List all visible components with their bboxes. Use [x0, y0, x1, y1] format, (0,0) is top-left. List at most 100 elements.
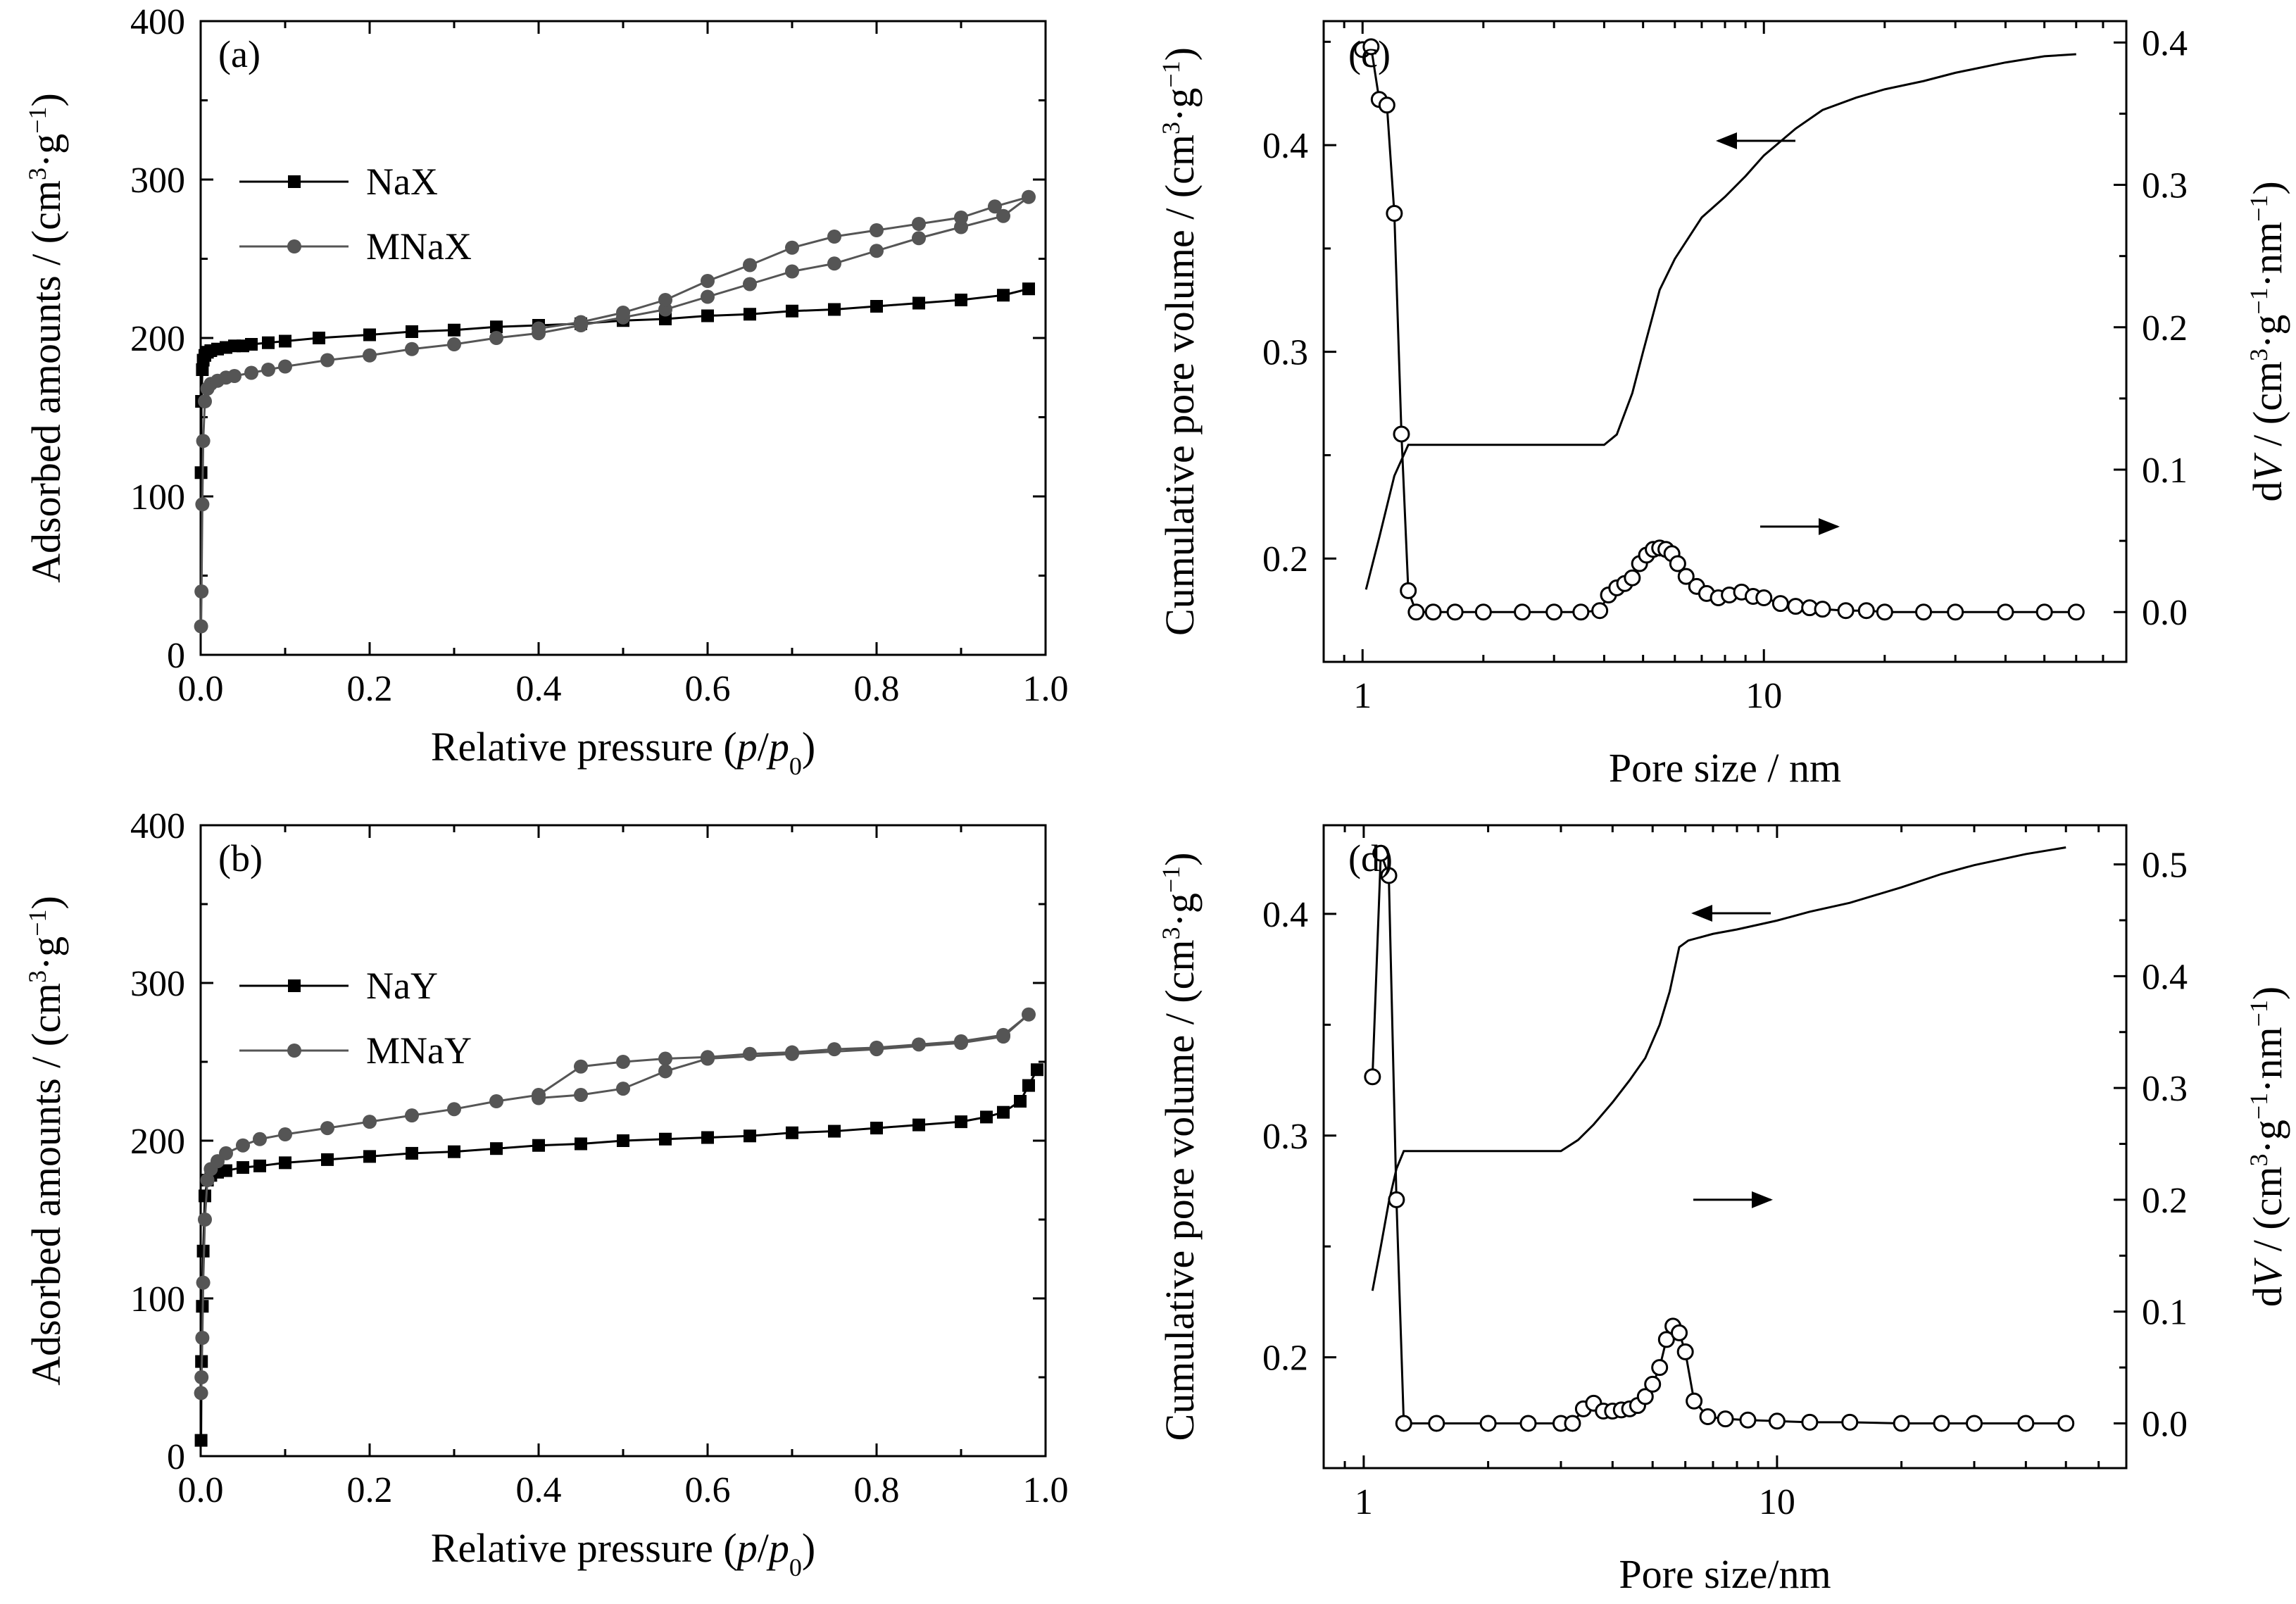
- data-point-MNaX: [827, 230, 841, 244]
- y-left-tick-label: 0.2: [1262, 1339, 1308, 1379]
- y-right-axis-title-part: d: [2245, 482, 2290, 502]
- data-point-MNaX: [743, 258, 757, 272]
- data-point-MNaY: [447, 1102, 461, 1117]
- data-point-NaY: [199, 1189, 211, 1203]
- y-left-tick-label: 0.4: [1262, 126, 1308, 166]
- data-point-NaX: [279, 334, 291, 348]
- data-point-MNaX: [954, 211, 968, 225]
- data-point-MNaY: [954, 1036, 968, 1051]
- dv-data-point: [1657, 1331, 1675, 1348]
- panel-1: 0.0 0.2 0.4 0.6 0.8 1.0 0 100 200 300 400 NaY MNaY (b…: [23, 806, 1069, 1581]
- dv-curve: [1371, 853, 2066, 1424]
- data-point-MNaY: [489, 1094, 503, 1108]
- data-point-MNaX: [447, 337, 461, 351]
- dv-data-point: [1801, 1413, 1819, 1431]
- x-tick-label: 0.8: [854, 1470, 900, 1510]
- dv-data-point: [1364, 1068, 1381, 1086]
- dv-data-point: [1755, 589, 1773, 606]
- y-left-axis-title-part: 3: [1157, 122, 1185, 134]
- data-point-MNaX: [658, 293, 672, 307]
- y-right-tick-label: 0.0: [2142, 1404, 2188, 1444]
- dv-data-point: [1644, 1375, 1662, 1393]
- x-tick-label: 0.8: [854, 669, 900, 709]
- dv-data-point: [1739, 1411, 1757, 1429]
- y-right-tick-label: 0.3: [2142, 1069, 2188, 1109]
- data-point-NaX: [406, 325, 418, 338]
- y-left-axis-title-part: ): [1157, 853, 1203, 866]
- dv-data-point: [1372, 844, 1390, 862]
- data-point-MNaX: [988, 199, 1002, 214]
- data-point-MNaY: [574, 1059, 588, 1074]
- y-right-tick-label: 0.1: [2142, 451, 2188, 491]
- x-tick-label: 0.2: [347, 669, 393, 709]
- data-point-MNaX: [194, 584, 209, 599]
- y-right-axis-title-part: ): [2245, 986, 2290, 1000]
- dv-data-point: [1591, 602, 1609, 620]
- y-tick-label: 300: [130, 161, 185, 201]
- data-point-NaY: [997, 1105, 1010, 1119]
- dv-data-point: [1857, 602, 1875, 620]
- y-right-axis-title-part: ·nm: [2245, 1027, 2290, 1092]
- data-point-MNaX: [198, 394, 212, 408]
- y-axis-title-part: −1: [23, 106, 51, 133]
- y-tick-label: 0: [167, 636, 185, 676]
- dv-data-point: [1677, 568, 1695, 585]
- dv-data-point: [1686, 1392, 1703, 1410]
- data-point-NaY: [617, 1134, 629, 1147]
- x-tick-label: 0.2: [347, 1470, 393, 1510]
- data-point-MNaX: [278, 359, 292, 374]
- dv-data-point: [1947, 603, 1964, 621]
- dv-data-point: [1676, 1343, 1694, 1360]
- dv-curve: [1362, 45, 2076, 613]
- data-point-NaY: [786, 1126, 798, 1139]
- data-point-MNaY: [701, 1051, 715, 1066]
- x-tick-label: 0.0: [178, 1470, 224, 1510]
- y-right-axis-title: dV / (cm3·g−1·nm−1): [2245, 181, 2290, 501]
- x-tick-label: 0.0: [178, 669, 224, 709]
- y-left-axis-title-part: Cumulative pore volume / (cm: [1157, 134, 1203, 636]
- data-point-NaY: [575, 1137, 587, 1151]
- dv-data-point: [1428, 1415, 1445, 1432]
- y-right-tick-label: 0.3: [2142, 166, 2188, 206]
- x-axis-title-part: ): [802, 1525, 815, 1571]
- dv-data-point: [1699, 1408, 1717, 1425]
- y-tick-label: 100: [130, 1279, 185, 1320]
- dv-data-point: [1388, 1191, 1405, 1208]
- legend-marker: [288, 175, 301, 188]
- data-point-MNaX: [616, 306, 630, 320]
- x-axis-title-part: /: [758, 1525, 770, 1571]
- y-axis-title: Adsorbed amounts / (cm3·g−1): [23, 896, 69, 1386]
- data-point-NaY: [659, 1132, 672, 1146]
- legend-label: MNaY: [366, 1029, 472, 1072]
- dv-data-point: [1393, 425, 1410, 443]
- data-point-MNaY: [219, 1146, 233, 1160]
- y-left-axis-title: Cumulative pore volume / (cm3·g−1): [1157, 853, 1203, 1441]
- y-right-axis-title-part: 3: [2245, 1153, 2273, 1166]
- data-point-MNaY: [658, 1064, 672, 1079]
- y-right-axis-title-part: ·g: [2245, 1120, 2290, 1153]
- data-point-MNaY: [658, 1051, 672, 1066]
- y-axis-title-part: Adsorbed amounts / (cm: [23, 180, 69, 583]
- y-left-axis-title-part: 3: [1157, 927, 1185, 939]
- dv-data-point: [1669, 555, 1686, 572]
- legend-label: NaX: [366, 161, 438, 203]
- x-tick-label: 1: [1355, 1482, 1373, 1522]
- dv-data-point: [1841, 1413, 1859, 1431]
- y-right-tick-label: 0.2: [2142, 1181, 2188, 1221]
- data-point-MNaY: [785, 1046, 799, 1061]
- y-right-tick-label: 0.4: [2142, 23, 2188, 63]
- data-point-MNaX: [870, 244, 884, 258]
- dv-data-point: [1424, 603, 1442, 621]
- dv-data-point: [1519, 1415, 1537, 1432]
- cumulative-curve: [1365, 53, 2076, 590]
- data-point-NaY: [194, 1434, 208, 1447]
- data-point-NaX: [448, 323, 460, 337]
- dv-data-point: [1446, 603, 1464, 621]
- data-point-MNaY: [363, 1115, 377, 1129]
- legend-marker: [288, 979, 301, 992]
- data-point-MNaX: [701, 274, 715, 288]
- y-right-axis-title-part: −1: [2245, 287, 2273, 314]
- dv-data-point: [1814, 601, 1831, 618]
- dv-data-point: [1893, 1415, 1910, 1432]
- y-right-axis-title-part: / (cm: [2245, 1166, 2290, 1261]
